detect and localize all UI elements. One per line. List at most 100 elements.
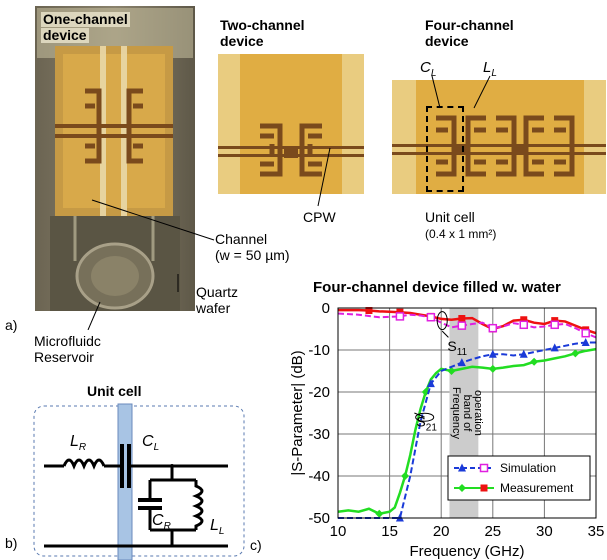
y-tick-label-0: 0 [322, 300, 330, 317]
marker-diamond [401, 472, 410, 480]
marker-triangle [519, 349, 528, 358]
y-tick-label--40: -40 [308, 468, 330, 485]
chart-title: Four-channel device filled w. water [313, 279, 561, 296]
marker-square-open [479, 463, 489, 473]
marker-square-open [581, 328, 590, 338]
annotation-S11: S11 [447, 338, 467, 358]
cpw-label: CPW [303, 209, 336, 225]
x-tick-label-15: 15 [381, 523, 398, 540]
channel-width-label: (w = 50 µm) [215, 247, 290, 263]
circuit-cr-label: CR [152, 512, 171, 532]
marker-square-filled [520, 316, 528, 324]
channel-label: Channel [215, 231, 268, 247]
marker-triangle [550, 343, 559, 352]
marker-square-open [457, 321, 467, 330]
one-channel-device-photo: One-channel device [35, 6, 195, 311]
y-tick-label--30: -30 [308, 426, 330, 443]
two-channel-device-photo [218, 54, 364, 194]
marker-triangle [457, 358, 466, 367]
quartz-label-line2: wafer [196, 300, 231, 316]
x-tick-label-25: 25 [484, 523, 501, 540]
annotation-ellipse-s21 [415, 412, 435, 422]
band-label-line: Frequency [450, 387, 462, 439]
band-label-line: band of [461, 395, 473, 433]
marker-square-open [550, 320, 559, 330]
marker-diamond [530, 357, 539, 366]
chart-panel-label: c) [250, 537, 262, 553]
legend-label-1: Measurement [500, 481, 574, 495]
circuit-channel-strip [117, 403, 133, 560]
chart-ticks: 10 15 20 25 30 35 0 -10 -20 -30 -40 -50 [308, 300, 604, 540]
marker-square-open [519, 320, 529, 330]
two-channel-device-illustration [218, 54, 364, 194]
photo-leader-lines [87, 75, 491, 330]
chart-annotations: S11 S21 [414, 311, 468, 434]
reservoir-label-line2: Reservoir [34, 349, 94, 365]
y-tick-label--50: -50 [308, 510, 330, 527]
circuit-ll-inductor [192, 480, 204, 530]
marker-diamond [458, 484, 466, 492]
marker-square-filled [365, 307, 373, 315]
two-channel-title-line1: Two-channel [220, 17, 305, 33]
chart-legend: Simulation Measurement [447, 455, 591, 501]
circuit-lr-inductor [62, 458, 106, 470]
marker-square-open [488, 323, 498, 333]
x-tick-label-20: 20 [433, 523, 450, 540]
four-channel-title-line1: Four-channel [425, 17, 514, 33]
annotation-leader-s21 [414, 412, 425, 418]
marker-square-open [426, 312, 436, 322]
four-channel-device-photo [392, 80, 606, 194]
chart-series [337, 307, 597, 522]
frequency-band-label: Frequency band of operation [450, 387, 484, 439]
chart-plot-frame [337, 307, 597, 519]
x-tick-label-35: 35 [588, 523, 605, 540]
marker-diamond [488, 364, 497, 373]
circuit-boundary [33, 405, 245, 557]
marker-diamond [571, 349, 580, 358]
circuit-cl-label: CL [142, 433, 159, 453]
one-channel-title-line1: One-channel [41, 11, 130, 27]
chart-x-axis-label: Frequency (GHz) [409, 543, 524, 560]
two-channel-title-line2: device [220, 33, 264, 49]
legend-label-0: Simulation [500, 461, 556, 475]
circuit-node-top [170, 464, 174, 468]
x-tick-label-30: 30 [536, 523, 553, 540]
marker-triangle [426, 379, 435, 388]
marker-triangle [458, 463, 466, 472]
four-channel-title-line2: device [425, 33, 469, 49]
y-tick-label--10: -10 [308, 342, 330, 359]
circuit-lr-label: LR [70, 433, 86, 453]
ll-photo-label: LL [483, 59, 497, 79]
marker-triangle [581, 337, 590, 346]
annotation-ellipse-s11 [436, 311, 448, 331]
quartz-label-line1: Quartz [196, 284, 239, 300]
series-s21-simulation [338, 341, 596, 519]
marker-diamond [447, 367, 456, 375]
panel-a-label: a) [5, 317, 18, 333]
x-tick-label-10: 10 [330, 523, 347, 540]
annotation-leader-s11 [441, 330, 449, 338]
y-tick-label--20: -20 [308, 384, 330, 401]
unit-cell-circuit: LR CL CR LL [33, 403, 245, 560]
marker-square-filled [458, 315, 466, 322]
marker-square-open [395, 312, 405, 321]
one-channel-device-illustration [35, 6, 195, 311]
marker-square-filled [480, 484, 488, 492]
annotation-S21: S21 [416, 414, 437, 434]
marker-diamond [375, 509, 384, 518]
one-channel-title-line2: device [41, 27, 89, 43]
unit-cell-highlight-box [426, 106, 464, 192]
legend-box [447, 455, 591, 501]
s-parameter-chart: Frequency band of operation 10 15 20 25 30 35 0 -… [290, 300, 604, 560]
series-s21-measurement [337, 347, 597, 516]
marker-triangle [488, 349, 497, 358]
unit-cell-circuit-title: Unit cell [87, 383, 142, 399]
unit-cell-size-label: (0.4 x 1 mm²) [425, 227, 497, 241]
unit-cell-photo-label: Unit cell [425, 209, 475, 225]
chart-y-axis-label: |S-Parameter| (dB) [290, 350, 306, 475]
panel-b-label: b) [5, 535, 18, 551]
cl-photo-label: CL [420, 59, 437, 79]
band-label-line: operation [472, 390, 484, 436]
circuit-ll-label: LL [210, 517, 224, 537]
reservoir-label-line1: Microfluidc [34, 333, 101, 349]
